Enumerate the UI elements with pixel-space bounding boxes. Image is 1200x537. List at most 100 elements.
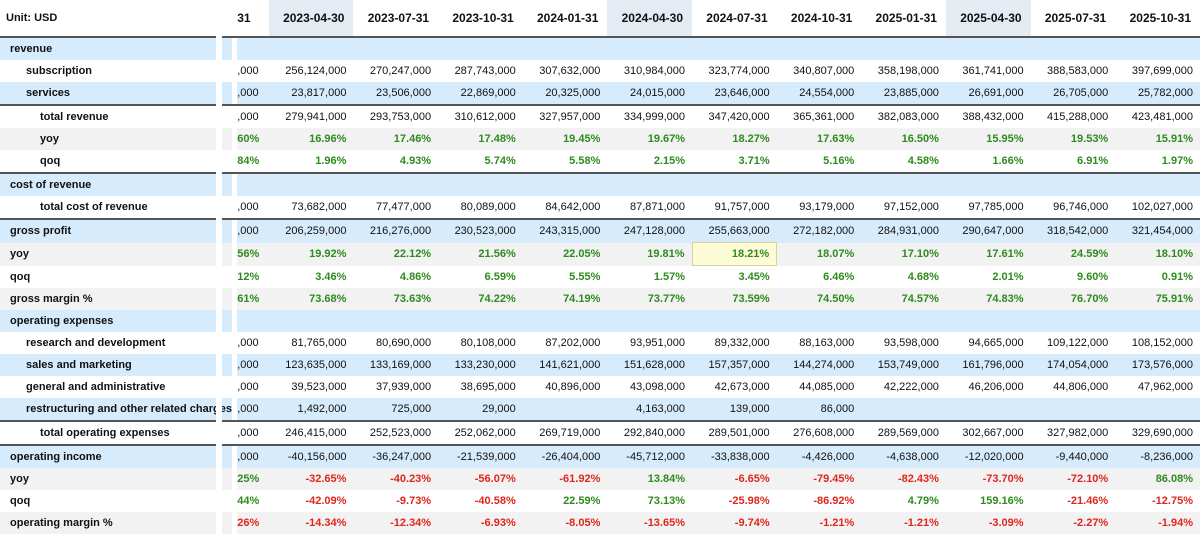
value-cell[interactable]: 39,523,000 (268, 376, 354, 398)
value-cell[interactable]: 18.10% (1115, 242, 1200, 266)
value-cell[interactable]: 327,982,000 (1030, 420, 1116, 445)
value-cell[interactable]: -1.21% (776, 512, 862, 534)
value-cell[interactable] (522, 37, 608, 60)
value-cell[interactable]: 74.19% (522, 288, 608, 310)
value-cell[interactable] (353, 173, 439, 196)
value-cell[interactable]: 358,198,000 (861, 60, 946, 82)
value-cell[interactable]: 87,871,000 (607, 196, 693, 219)
value-cell[interactable] (776, 173, 862, 196)
value-cell[interactable]: 19.45% (522, 128, 608, 150)
value-cell[interactable]: 318,542,000 (1030, 218, 1116, 243)
value-cell[interactable]: 388,583,000 (1030, 60, 1116, 82)
value-cell[interactable] (268, 310, 354, 332)
value-cell[interactable] (1115, 37, 1200, 60)
value-cell[interactable]: 292,840,000 (607, 420, 693, 445)
date-header[interactable]: 2025-10-31 (1115, 0, 1200, 38)
value-cell[interactable]: -1.21% (861, 512, 946, 534)
value-cell[interactable]: 133,230,000 (438, 354, 523, 376)
value-cell[interactable]: 1,492,000 (268, 398, 354, 421)
value-cell[interactable]: -12.34% (353, 512, 439, 534)
partial-value-cell[interactable]: 12% (237, 265, 269, 288)
date-header[interactable]: 2024-10-31 (776, 0, 862, 38)
value-cell[interactable]: 23,646,000 (692, 82, 777, 105)
partial-value-cell[interactable]: ,000 (237, 82, 269, 105)
value-cell[interactable] (692, 173, 777, 196)
value-cell[interactable]: 123,635,000 (268, 354, 354, 376)
row-label[interactable]: qoq (0, 150, 232, 174)
value-cell[interactable]: 17.46% (353, 128, 439, 150)
partial-value-cell[interactable]: 84% (237, 150, 269, 174)
value-cell[interactable]: 77,477,000 (353, 196, 439, 219)
value-cell[interactable]: 15.91% (1115, 128, 1200, 150)
value-cell[interactable]: 19.81% (607, 242, 693, 266)
value-cell[interactable]: 74.50% (776, 288, 862, 310)
value-cell[interactable]: 108,152,000 (1115, 332, 1200, 354)
value-cell[interactable] (861, 310, 946, 332)
value-cell[interactable]: 4,163,000 (607, 398, 693, 421)
value-cell[interactable]: 73,682,000 (268, 196, 354, 219)
value-cell[interactable]: -61.92% (522, 468, 608, 490)
value-cell[interactable]: 73.68% (268, 288, 354, 310)
value-cell[interactable]: 321,454,000 (1115, 218, 1200, 243)
value-cell[interactable] (438, 310, 523, 332)
value-cell[interactable]: 22.05% (522, 242, 608, 266)
partial-value-cell[interactable]: ,000 (237, 376, 269, 398)
value-cell[interactable]: 25,782,000 (1115, 82, 1200, 105)
value-cell[interactable]: 17.48% (438, 128, 523, 150)
value-cell[interactable] (945, 398, 1031, 421)
value-cell[interactable]: 24,015,000 (607, 82, 693, 105)
value-cell[interactable]: -86.92% (776, 490, 862, 512)
value-cell[interactable]: 80,089,000 (438, 196, 523, 219)
value-cell[interactable] (776, 37, 862, 60)
value-cell[interactable]: -8.05% (522, 512, 608, 534)
value-cell[interactable]: 20,325,000 (522, 82, 608, 105)
value-cell[interactable]: 2.15% (607, 150, 693, 174)
value-cell[interactable]: 81,765,000 (268, 332, 354, 354)
value-cell[interactable]: 173,576,000 (1115, 354, 1200, 376)
value-cell[interactable]: 94,665,000 (945, 332, 1031, 354)
partial-value-cell[interactable] (237, 310, 269, 332)
value-cell[interactable]: -72.10% (1030, 468, 1116, 490)
row-label[interactable]: services (0, 82, 232, 105)
value-cell[interactable]: -40.23% (353, 468, 439, 490)
value-cell[interactable]: 37,939,000 (353, 376, 439, 398)
value-cell[interactable]: 19.53% (1030, 128, 1116, 150)
value-cell[interactable] (1030, 37, 1116, 60)
value-cell[interactable]: -4,638,000 (861, 444, 946, 468)
value-cell[interactable]: 310,984,000 (607, 60, 693, 82)
value-cell[interactable]: -9,440,000 (1030, 444, 1116, 468)
value-cell[interactable]: 270,247,000 (353, 60, 439, 82)
value-cell[interactable] (1030, 173, 1116, 196)
value-cell[interactable] (438, 173, 523, 196)
date-header[interactable]: 2023-07-31 (353, 0, 439, 38)
value-cell[interactable]: 26,691,000 (945, 82, 1031, 105)
value-cell[interactable]: 86,000 (776, 398, 862, 421)
value-cell[interactable]: 327,957,000 (522, 104, 608, 128)
value-cell[interactable]: 22,869,000 (438, 82, 523, 105)
value-cell[interactable]: 144,274,000 (776, 354, 862, 376)
value-cell[interactable]: 255,663,000 (692, 218, 777, 243)
value-cell[interactable]: -6.93% (438, 512, 523, 534)
row-label[interactable]: yoy (0, 468, 232, 490)
value-cell[interactable]: -36,247,000 (353, 444, 439, 468)
value-cell[interactable]: 5.58% (522, 150, 608, 174)
value-cell[interactable]: 361,741,000 (945, 60, 1031, 82)
value-cell[interactable] (861, 398, 946, 421)
value-cell[interactable] (1030, 310, 1116, 332)
value-cell[interactable] (861, 173, 946, 196)
row-label[interactable]: gross margin % (0, 288, 232, 310)
value-cell[interactable]: 91,757,000 (692, 196, 777, 219)
value-cell[interactable]: 161,796,000 (945, 354, 1031, 376)
value-cell[interactable]: -82.43% (861, 468, 946, 490)
value-cell[interactable]: -13.65% (607, 512, 693, 534)
row-label[interactable]: general and administrative (0, 376, 232, 398)
value-cell[interactable]: 76.70% (1030, 288, 1116, 310)
value-cell[interactable] (861, 37, 946, 60)
date-header[interactable]: 2023-04-30 (268, 0, 354, 38)
value-cell[interactable]: 157,357,000 (692, 354, 777, 376)
value-cell[interactable]: 388,432,000 (945, 104, 1031, 128)
value-cell[interactable]: -79.45% (776, 468, 862, 490)
value-cell[interactable]: 19.92% (268, 242, 354, 266)
value-cell[interactable]: 22.12% (353, 242, 439, 266)
value-cell[interactable]: 0.91% (1115, 265, 1200, 288)
